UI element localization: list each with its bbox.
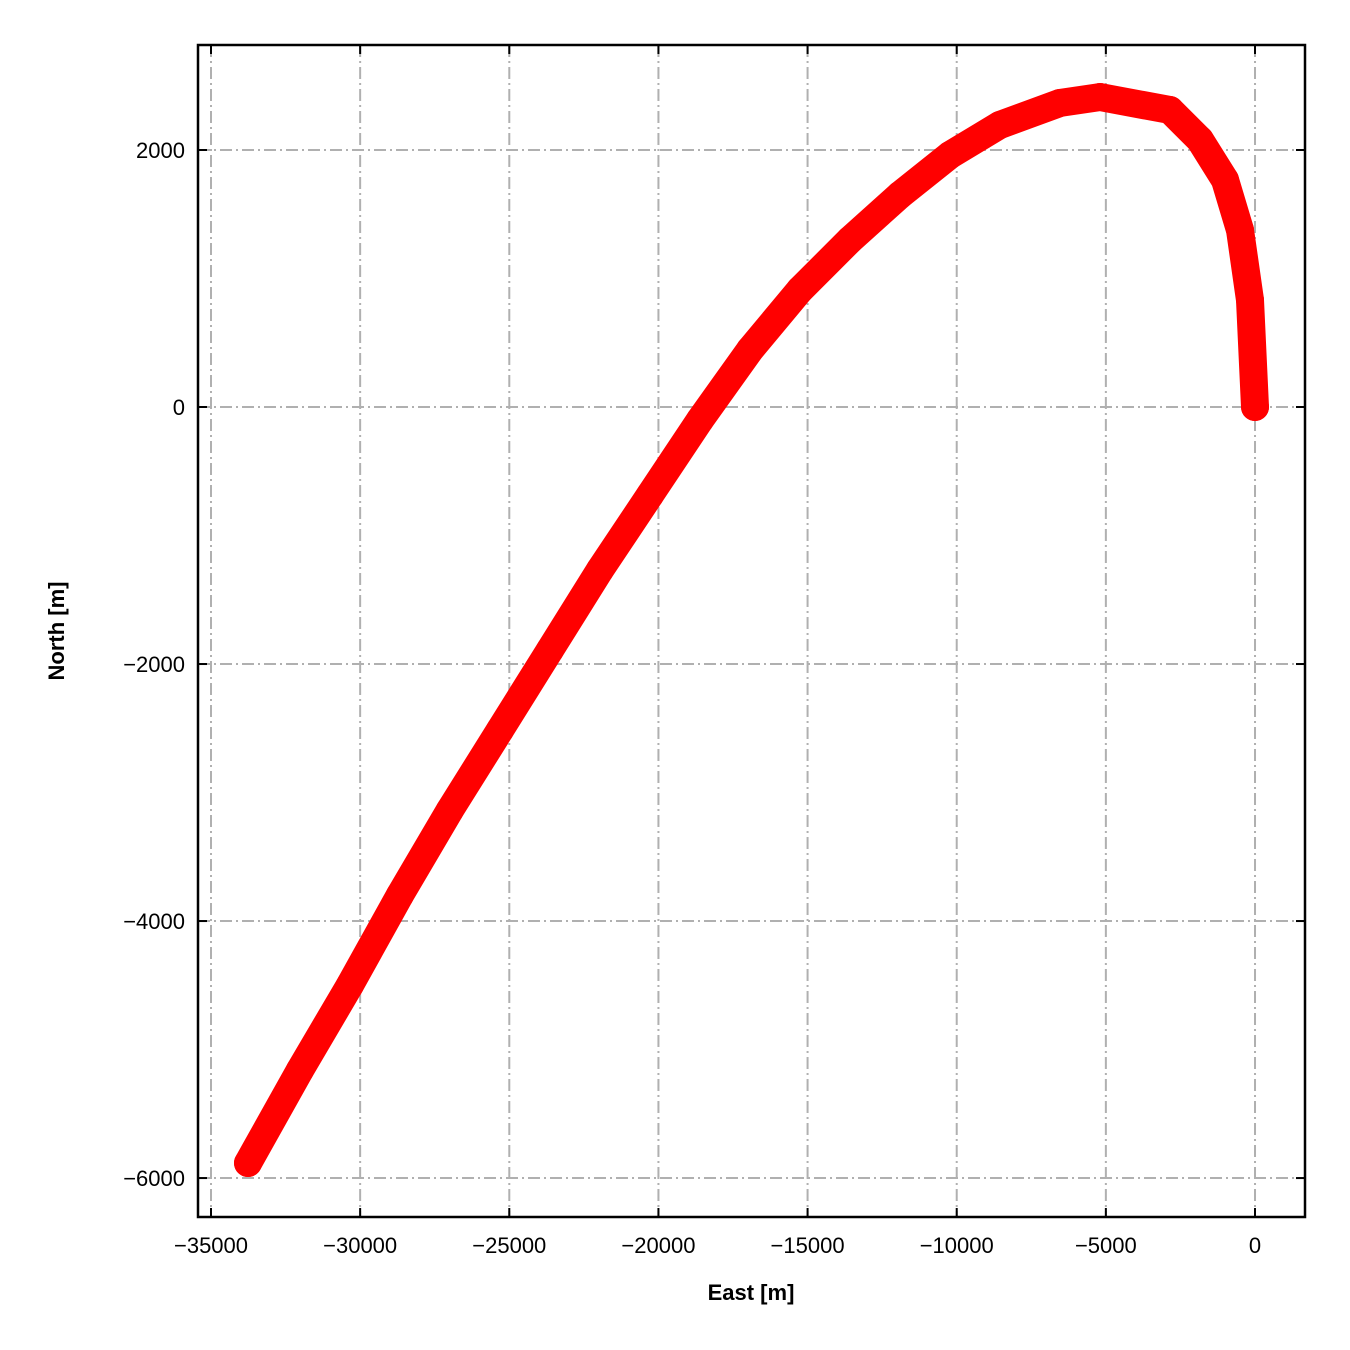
point xyxy=(1045,88,1074,117)
point xyxy=(1155,96,1184,125)
x-tick-label: −20000 xyxy=(621,1233,695,1258)
point xyxy=(1186,125,1215,154)
x-tick-label: −10000 xyxy=(920,1233,994,1258)
point xyxy=(1085,83,1114,112)
point xyxy=(1226,216,1255,245)
point xyxy=(385,881,414,910)
series-line xyxy=(233,83,1270,1178)
y-tick-label: −6000 xyxy=(123,1166,185,1191)
point xyxy=(635,481,664,510)
x-tick-label: −35000 xyxy=(174,1233,248,1258)
point xyxy=(885,180,914,209)
x-tick-label: −25000 xyxy=(472,1233,546,1258)
x-tick-label: −30000 xyxy=(323,1233,397,1258)
point xyxy=(1210,165,1239,194)
point xyxy=(985,110,1014,139)
point xyxy=(835,225,864,254)
point xyxy=(535,636,564,665)
x-tick-label: −15000 xyxy=(771,1233,845,1258)
point xyxy=(233,1149,262,1178)
y-tick-label: 0 xyxy=(173,395,185,420)
point xyxy=(585,555,614,584)
point xyxy=(435,796,464,825)
x-tick-label: 0 xyxy=(1249,1233,1261,1258)
point xyxy=(1235,285,1264,314)
point xyxy=(785,275,814,304)
point xyxy=(735,335,764,364)
point xyxy=(285,1056,314,1085)
x-axis-label: East [m] xyxy=(708,1280,795,1305)
y-tick-label: −4000 xyxy=(123,909,185,934)
point xyxy=(485,716,514,745)
y-axis-label: North [m] xyxy=(44,582,69,681)
plot-frame xyxy=(196,43,1307,1219)
point xyxy=(1241,393,1270,422)
x-tick-label: −5000 xyxy=(1075,1233,1137,1258)
point xyxy=(335,971,364,1000)
y-tick-label: 2000 xyxy=(136,138,185,163)
y-tick-label: −2000 xyxy=(123,652,185,677)
point xyxy=(935,141,964,170)
point xyxy=(685,405,714,434)
